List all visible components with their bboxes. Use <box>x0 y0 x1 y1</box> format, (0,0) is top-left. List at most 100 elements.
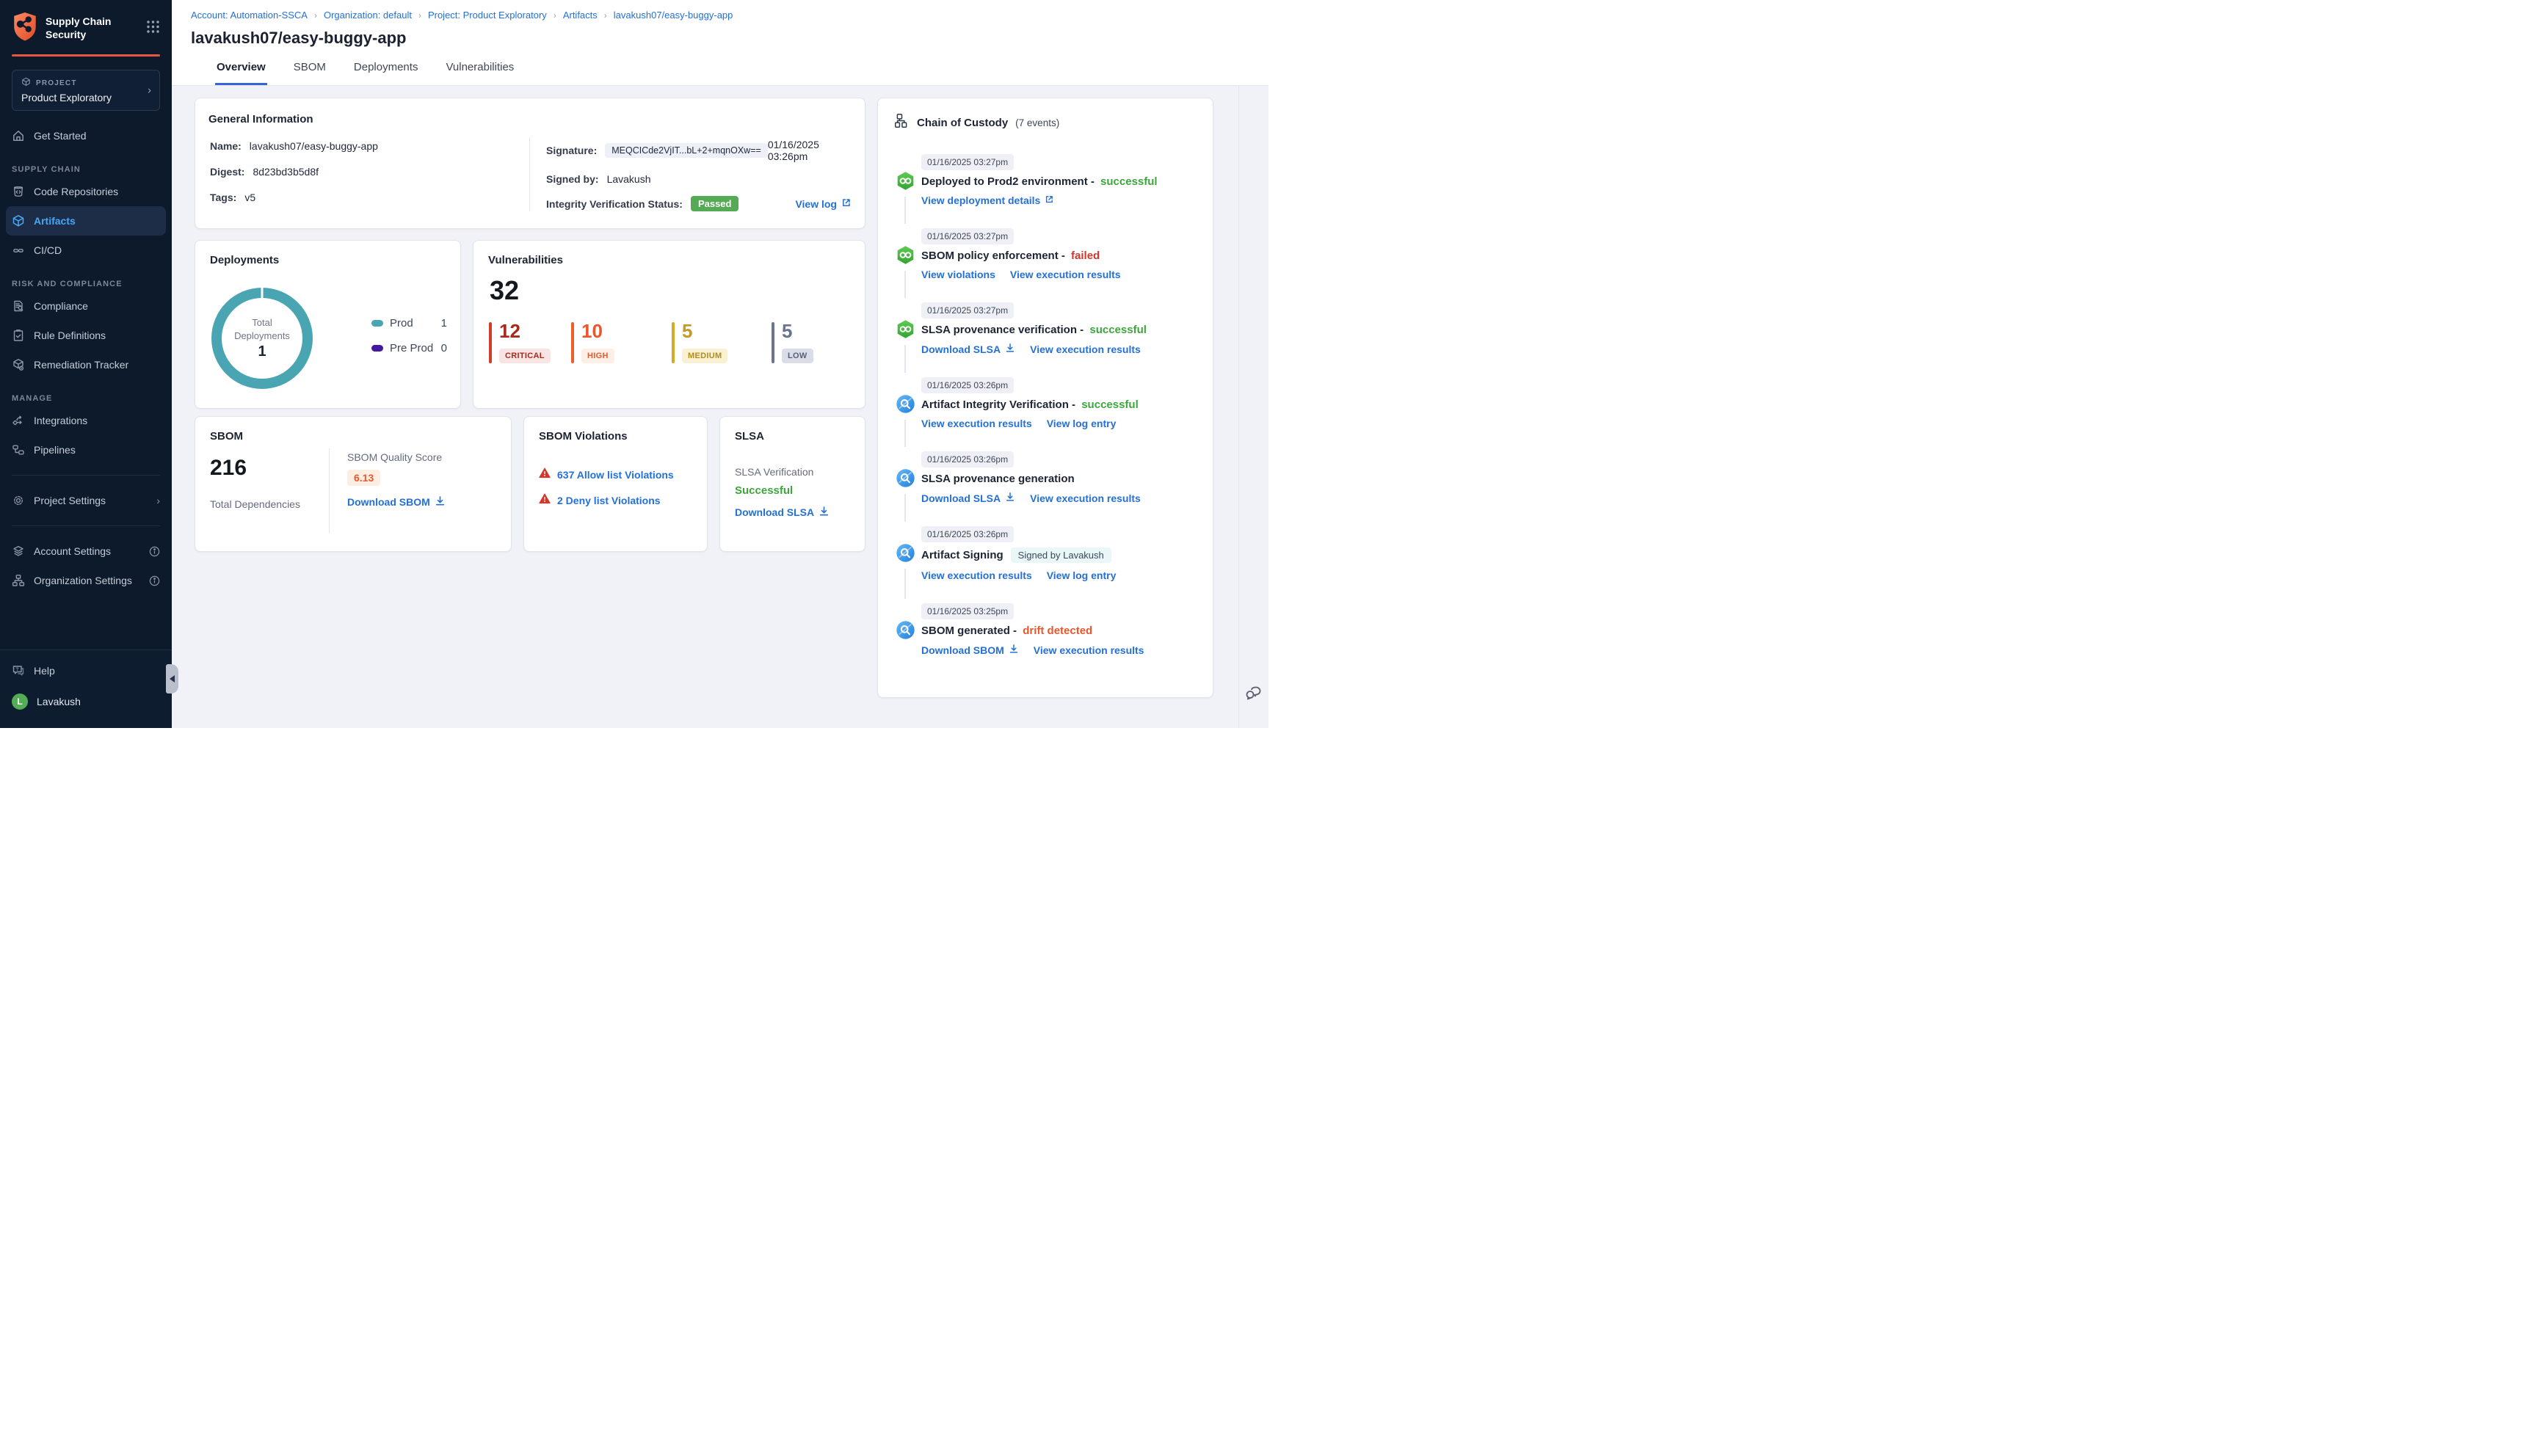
breadcrumb-account[interactable]: Account: Automation-SSCA <box>191 10 308 21</box>
main-area: Account: Automation-SSCA › Organization:… <box>172 0 1268 728</box>
download-slsa-link[interactable]: Download SLSA <box>921 492 1015 504</box>
severity-critical: 12 CRITICAL <box>489 321 571 363</box>
sidebar-item-cicd[interactable]: CI/CD <box>0 236 172 265</box>
sidebar-item-account-settings[interactable]: Account Settings <box>0 536 172 566</box>
view-execution-results-link[interactable]: View execution results <box>921 418 1032 429</box>
infinity-icon <box>12 244 25 257</box>
page-header: Account: Automation-SSCA › Organization:… <box>172 0 1268 86</box>
pipelines-icon <box>12 443 25 456</box>
view-execution-results-link[interactable]: View execution results <box>1009 269 1121 280</box>
sbom-dependencies: 216 Total Dependencies <box>210 448 330 534</box>
signature-date: 01/16/2025 03:26pm <box>767 139 819 162</box>
download-sbom-link[interactable]: Download SBOM <box>347 495 446 509</box>
custody-event-deployed: 01/16/2025 03:27pm Deployed to Prod2 env… <box>894 154 1197 224</box>
tab-vulnerabilities[interactable]: Vulnerabilities <box>446 61 515 73</box>
download-sbom-link[interactable]: Download SBOM <box>921 644 1019 656</box>
info-icon <box>149 546 160 557</box>
sidebar-item-project-settings[interactable]: Project Settings › <box>0 486 172 515</box>
org-chart-gear-icon <box>12 574 25 587</box>
deny-list-violations-row: 2 Deny list Violations <box>539 493 692 508</box>
sidebar-item-compliance[interactable]: Compliance <box>0 291 172 321</box>
breadcrumb-artifact-name[interactable]: lavakush07/easy-buggy-app <box>613 10 733 21</box>
view-log-link[interactable]: View log <box>795 197 852 210</box>
event-title: SBOM generated <box>921 625 1010 637</box>
view-log-entry-link[interactable]: View log entry <box>1046 418 1117 429</box>
sidebar-item-get-started[interactable]: Get Started <box>0 121 172 150</box>
tab-overview[interactable]: Overview <box>215 59 267 85</box>
integrity-status-label: Integrity Verification Status: <box>546 197 683 210</box>
sidebar-item-rule-definitions[interactable]: Rule Definitions <box>0 321 172 350</box>
view-violations-link[interactable]: View violations <box>921 269 995 280</box>
breadcrumb-organization[interactable]: Organization: default <box>323 10 412 21</box>
tab-bar: Overview SBOM Deployments Vulnerabilitie… <box>215 59 1249 85</box>
general-info-left: Name: lavakush07/easy-buggy-app Digest: … <box>208 137 530 211</box>
download-icon <box>1005 343 1015 355</box>
collapse-arrow-icon <box>170 675 175 682</box>
sidebar-item-artifacts[interactable]: Artifacts <box>6 206 166 236</box>
chain-of-custody-title: Chain of Custody <box>917 116 1009 129</box>
tab-deployments[interactable]: Deployments <box>353 61 418 73</box>
allow-list-violations-link[interactable]: 637 Allow list Violations <box>557 469 674 481</box>
sidebar-item-integrations[interactable]: Integrations <box>0 406 172 435</box>
custody-event-artifact-signing: 01/16/2025 03:26pm Artifact Signing Sign… <box>894 526 1197 599</box>
breadcrumb-separator: › <box>603 10 607 21</box>
event-timestamp: 01/16/2025 03:27pm <box>921 154 1015 170</box>
donut-center-value: 1 <box>258 343 266 360</box>
tab-sbom[interactable]: SBOM <box>293 61 326 73</box>
digest-label: Digest: <box>210 166 245 178</box>
donut-gap <box>261 288 264 299</box>
deployments-donut-chart: Total Deployments 1 <box>211 288 313 389</box>
sidebar-item-help[interactable]: ? Help <box>0 656 172 685</box>
sidebar-item-code-repositories[interactable]: Code Repositories <box>0 177 172 206</box>
sidebar-collapse-handle[interactable] <box>166 664 178 694</box>
deny-list-violations-link[interactable]: 2 Deny list Violations <box>557 495 661 506</box>
vulnerabilities-card: Vulnerabilities 32 12 CRITICAL 10 <box>473 240 865 409</box>
breadcrumb-artifacts[interactable]: Artifacts <box>562 10 598 21</box>
severity-badge: CRITICAL <box>499 348 551 363</box>
event-timestamp: 01/16/2025 03:27pm <box>921 228 1015 244</box>
download-icon <box>819 506 830 519</box>
sidebar-item-pipelines[interactable]: Pipelines <box>0 435 172 465</box>
prod-swatch <box>371 320 383 327</box>
pipeline-hexagon-icon <box>896 319 915 339</box>
pipeline-hexagon-icon <box>896 171 915 191</box>
view-execution-results-link[interactable]: View execution results <box>921 569 1032 581</box>
download-slsa-link[interactable]: Download SLSA <box>735 506 830 519</box>
severity-medium: 5 MEDIUM <box>672 321 772 363</box>
deployments-card: Deployments Total Deployments 1 Prod <box>195 240 461 409</box>
sbom-card: SBOM 216 Total Dependencies SBOM Quality… <box>195 416 512 552</box>
chain-of-custody-timeline: 01/16/2025 03:27pm Deployed to Prod2 env… <box>894 154 1197 656</box>
sidebar-item-organization-settings[interactable]: Organization Settings <box>0 566 172 595</box>
sidebar-item-user[interactable]: L Lavakush <box>0 685 172 718</box>
chain-of-custody-panel: Chain of Custody (7 events) 01/16/2025 0 <box>877 98 1213 698</box>
download-icon <box>1009 644 1019 656</box>
view-execution-results-link[interactable]: View execution results <box>1030 492 1141 504</box>
chat-bubbles-icon <box>1244 686 1263 707</box>
custody-event-artifact-integrity: 01/16/2025 03:26pm Artifact Integrity Ve… <box>894 377 1197 447</box>
module-grid-icon[interactable] <box>146 20 160 37</box>
download-slsa-link[interactable]: Download SLSA <box>921 343 1015 355</box>
event-status: failed <box>1071 250 1100 262</box>
sbom-violations-card: SBOM Violations 637 Allow list Violation… <box>523 416 708 552</box>
cube-icon <box>21 77 31 89</box>
card-title: Vulnerabilities <box>488 254 563 266</box>
view-execution-results-link[interactable]: View execution results <box>1033 644 1144 656</box>
remediation-box-icon <box>12 358 25 371</box>
project-selector[interactable]: PROJECT Product Exploratory › <box>12 70 160 111</box>
view-deployment-details-link[interactable]: View deployment details <box>921 194 1054 206</box>
sidebar-item-remediation-tracker[interactable]: Remediation Tracker <box>0 350 172 379</box>
breadcrumb-project[interactable]: Project: Product Exploratory <box>427 10 547 21</box>
custody-event-sbom-generated: 01/16/2025 03:25pm SBOM generated - drif… <box>894 603 1197 656</box>
card-title: Deployments <box>210 254 280 266</box>
view-execution-results-link[interactable]: View execution results <box>1030 343 1141 355</box>
help-chat-icon: ? <box>12 664 25 677</box>
brand-header: Supply Chain Security <box>0 0 172 45</box>
sbom-quality-score-value: 6.13 <box>347 470 381 486</box>
support-chat-button[interactable] <box>1244 686 1263 707</box>
view-log-entry-link[interactable]: View log entry <box>1046 569 1117 581</box>
integrity-status-badge: Passed <box>690 196 739 211</box>
event-timestamp: 01/16/2025 03:27pm <box>921 302 1015 318</box>
slsa-card: SLSA SLSA Verification Successful Downlo… <box>719 416 865 552</box>
signed-by-label: Signed by: <box>546 173 599 185</box>
artifact-cube-icon <box>12 214 25 228</box>
